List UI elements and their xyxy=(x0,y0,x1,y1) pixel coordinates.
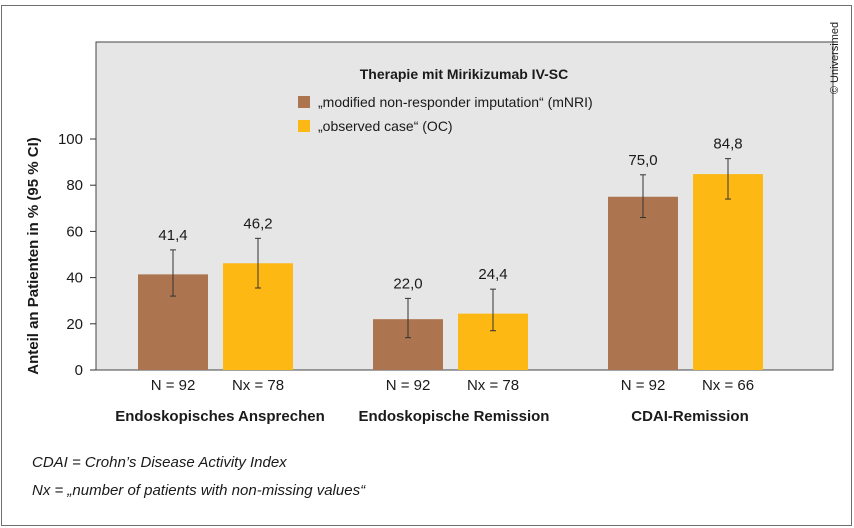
bars xyxy=(138,158,763,370)
category-label: CDAI-Remission xyxy=(631,408,749,425)
y-tick-label: 20 xyxy=(66,316,83,333)
n-label: N = 92 xyxy=(151,377,196,394)
n-label: Nx = 78 xyxy=(467,377,519,394)
data-label: 46,2 xyxy=(243,215,272,232)
bar-mnri xyxy=(608,196,678,370)
category-label: Endoskopisches Ansprechen xyxy=(115,408,325,425)
category-label: Endoskopische Remission xyxy=(359,408,550,425)
n-label: Nx = 66 xyxy=(702,377,754,394)
legend-swatch xyxy=(298,120,310,132)
legend-swatch xyxy=(298,96,310,108)
y-tick-label: 100 xyxy=(58,131,83,148)
data-label: 22,0 xyxy=(393,275,422,292)
n-label: Nx = 78 xyxy=(232,377,284,394)
figure-frame: 0 20 40 60 80 100 41,4 N = 92 22,0 N = 92 75,0 N =… xyxy=(1,5,852,526)
legend-entry: „modified non-responder imputation“ (mNR… xyxy=(318,94,593,110)
bar-oc xyxy=(693,174,763,370)
bar-chart: 0 20 40 60 80 100 41,4 N = 92 22,0 N = 92 75,0 N =… xyxy=(25,22,841,425)
legend-title: Therapie mit Mirikizumab IV-SC xyxy=(360,66,569,82)
legend: Therapie mit Mirikizumab IV-SC „modified … xyxy=(298,66,593,134)
legend-entry: „observed case“ (OC) xyxy=(318,118,453,134)
data-label: 75,0 xyxy=(628,152,657,169)
copyright-text: © Universimed xyxy=(829,22,841,94)
labels: 41,4 N = 92 22,0 N = 92 75,0 N = 92 46,2 Nx = 7… xyxy=(115,136,754,425)
y-axis-title: Anteil an Patienten in % (95 % CI) xyxy=(25,137,42,375)
y-tick-label: 60 xyxy=(66,223,83,240)
n-label: N = 92 xyxy=(386,377,431,394)
y-tick-label: 40 xyxy=(66,270,83,287)
data-label: 84,8 xyxy=(713,136,742,153)
footnote-nx: Nx = „number of patients with non-missin… xyxy=(32,482,366,499)
y-tick-label: 80 xyxy=(66,177,83,194)
n-label: N = 92 xyxy=(621,377,666,394)
data-label: 41,4 xyxy=(158,227,187,244)
y-tick-label: 0 xyxy=(75,362,83,379)
data-label: 24,4 xyxy=(478,266,507,283)
footnote-cdai: CDAI = Crohn’s Disease Activity Index xyxy=(32,454,287,471)
y-axis: 0 20 40 60 80 100 xyxy=(58,131,96,379)
